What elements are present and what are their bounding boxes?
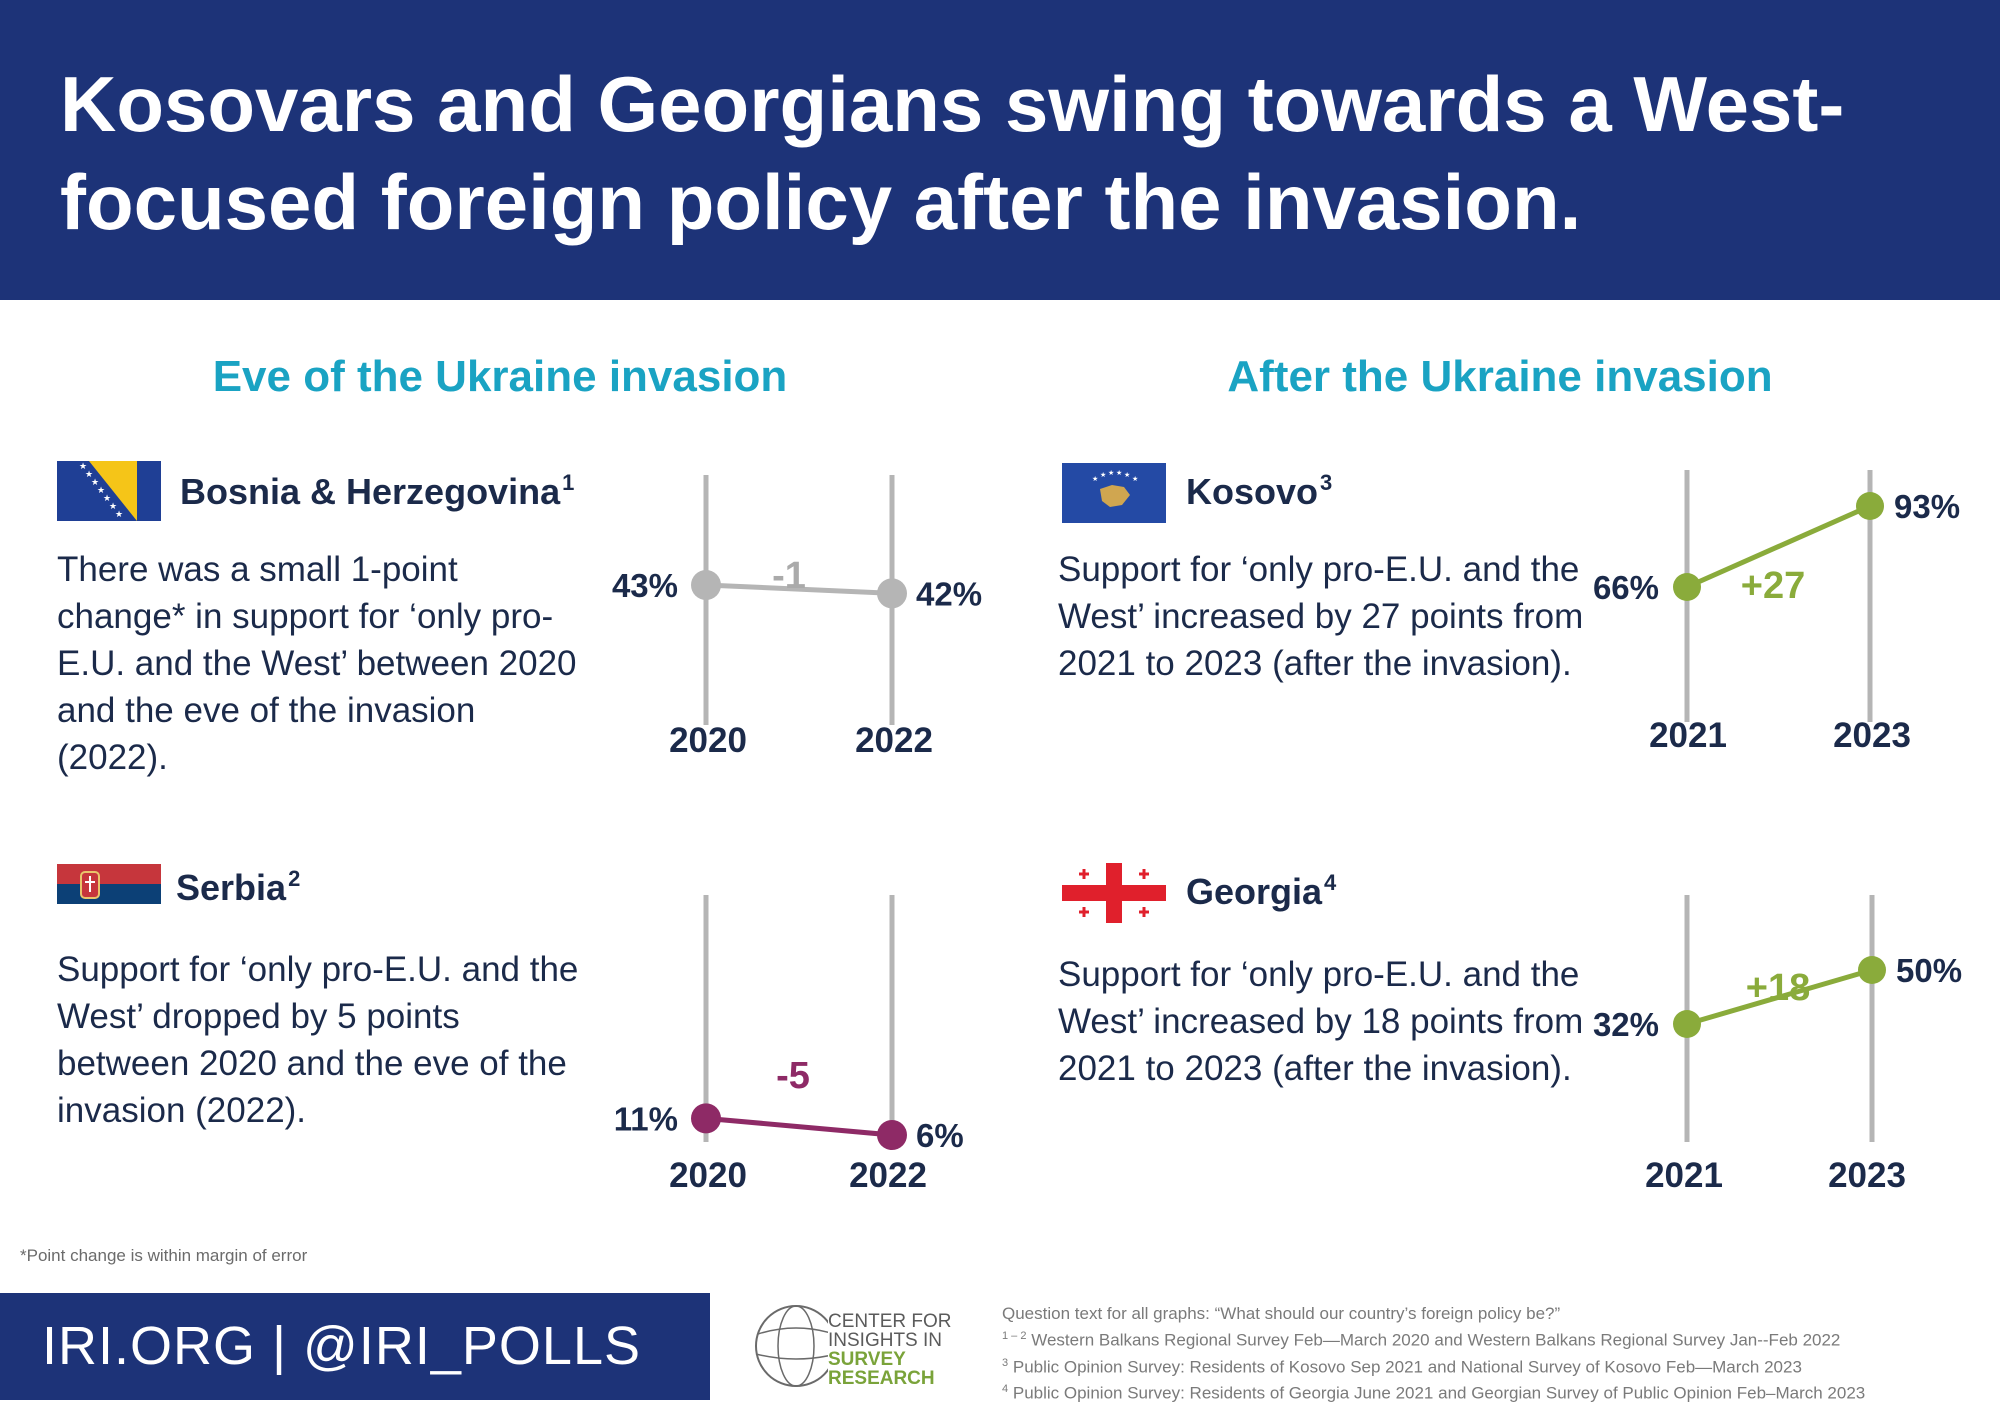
change-label: -1 bbox=[772, 555, 806, 597]
section-heading-right: After the Ukraine invasion bbox=[1227, 352, 1773, 401]
description-kosovo: Support for ‘only pro-E.U. and the West’… bbox=[1058, 550, 1584, 683]
svg-text:★: ★ bbox=[85, 470, 93, 480]
x-tick-start: 2020 bbox=[669, 1156, 747, 1195]
footer-handle-link[interactable]: IRI.ORG | @IRI_POLLS bbox=[42, 1316, 641, 1376]
country-title-georgia: Georgia4 bbox=[1186, 870, 1336, 913]
country-title-bosnia: Bosnia & Herzegovina1 bbox=[180, 470, 574, 513]
series-line bbox=[705, 1115, 893, 1138]
country-name: Georgia bbox=[1186, 871, 1323, 912]
value-label-start: 43% bbox=[612, 567, 678, 604]
question-text: Question text for all graphs: “What shou… bbox=[1002, 1304, 1561, 1323]
point-end bbox=[877, 1120, 907, 1150]
point-start bbox=[1673, 573, 1701, 601]
x-tick-start: 2021 bbox=[1649, 716, 1727, 755]
globe-icon bbox=[755, 1305, 828, 1387]
chart-kosovo: 66% 93% +27 2021 2023 bbox=[1593, 470, 1960, 755]
value-label-end: 42% bbox=[916, 575, 982, 612]
value-label-end: 93% bbox=[1894, 488, 1960, 525]
svg-text:★: ★ bbox=[1108, 469, 1114, 477]
x-tick-end: 2023 bbox=[1833, 716, 1911, 755]
kosovo-flag: ★ ★ ★ ★ ★ ★ bbox=[1062, 463, 1166, 523]
country-name: Serbia bbox=[176, 867, 287, 908]
value-label-start: 66% bbox=[1593, 569, 1659, 606]
series-line bbox=[1686, 967, 1873, 1027]
change-label: +27 bbox=[1741, 565, 1805, 607]
chart-serbia: 11% 6% -5 2020 2022 bbox=[614, 895, 964, 1195]
source-text: Public Opinion Survey: Residents of Geor… bbox=[1012, 1383, 1866, 1403]
svg-text:★: ★ bbox=[91, 478, 99, 488]
chart-georgia: 32% 50% +18 2021 2023 bbox=[1593, 895, 1962, 1195]
logo-text-line4: RESEARCH bbox=[828, 1368, 935, 1389]
page-title: Kosovars and Georgians swing towards a W… bbox=[60, 60, 1845, 246]
svg-text:★: ★ bbox=[1124, 471, 1130, 479]
section-heading-left: Eve of the Ukraine invasion bbox=[212, 352, 788, 401]
point-start bbox=[691, 570, 721, 600]
svg-text:★: ★ bbox=[1100, 471, 1106, 479]
value-label-start: 32% bbox=[1593, 1006, 1659, 1043]
point-end bbox=[877, 578, 907, 609]
x-tick-end: 2022 bbox=[855, 721, 933, 760]
svg-text:★: ★ bbox=[1132, 475, 1138, 483]
svg-text:★: ★ bbox=[109, 502, 117, 512]
series-line bbox=[1685, 503, 1872, 590]
source-marker: 4 bbox=[1002, 1383, 1009, 1396]
country-title-kosovo: Kosovo3 bbox=[1186, 470, 1332, 513]
series-line bbox=[705, 582, 893, 596]
footer-bar: IRI.ORG | @IRI_POLLS bbox=[0, 1293, 710, 1400]
source-marker: 1 – 2 bbox=[1002, 1330, 1027, 1342]
cisr-logo: CENTER FOR INSIGHTS IN SURVEY RESEARCH bbox=[748, 1298, 952, 1394]
svg-text:★: ★ bbox=[115, 510, 123, 520]
change-label: +18 bbox=[1746, 967, 1810, 1009]
source-line-1-2: 1 – 2 Western Balkans Regional Survey Fe… bbox=[1002, 1325, 1865, 1352]
note-marker: 3 bbox=[1320, 470, 1333, 495]
svg-text:★: ★ bbox=[1092, 475, 1098, 483]
source-text: Public Opinion Survey: Residents of Koso… bbox=[1012, 1357, 1802, 1377]
logo-text-line3: SURVEY bbox=[828, 1349, 906, 1370]
value-label-end: 6% bbox=[916, 1117, 964, 1154]
point-end bbox=[1858, 956, 1886, 984]
svg-text:★: ★ bbox=[97, 486, 105, 496]
logo-text-line2: INSIGHTS IN bbox=[828, 1330, 943, 1351]
description-serbia: Support for ‘only pro-E.U. and the West’… bbox=[57, 950, 579, 1130]
point-start bbox=[691, 1103, 721, 1134]
chart-bosnia: 43% 42% -1 2020 2022 bbox=[612, 475, 982, 760]
description-bosnia: There was a small 1-point change* in sup… bbox=[57, 550, 577, 777]
country-title-serbia: Serbia2 bbox=[176, 866, 300, 909]
x-tick-end: 2023 bbox=[1828, 1156, 1906, 1195]
bosnia-flag: ★★★ ★★★★ bbox=[57, 461, 161, 521]
sources-block: Question text for all graphs: “What shou… bbox=[1002, 1302, 1865, 1405]
svg-text:★: ★ bbox=[79, 462, 87, 472]
serbia-flag bbox=[57, 864, 161, 924]
value-label-start: 11% bbox=[614, 1100, 678, 1137]
x-tick-end: 2022 bbox=[849, 1156, 927, 1195]
change-label: -5 bbox=[776, 1055, 810, 1097]
logo-text-line1: CENTER FOR bbox=[828, 1311, 952, 1332]
x-tick-start: 2021 bbox=[1645, 1156, 1723, 1195]
source-text: Western Balkans Regional Survey Feb—Marc… bbox=[1031, 1330, 1841, 1350]
source-marker: 3 bbox=[1002, 1356, 1009, 1369]
svg-text:★: ★ bbox=[103, 494, 111, 504]
note-marker: 1 bbox=[562, 470, 575, 495]
svg-text:★: ★ bbox=[1116, 469, 1122, 477]
country-name: Bosnia & Herzegovina bbox=[180, 471, 561, 512]
note-marker: 4 bbox=[1324, 870, 1337, 895]
header-banner: Kosovars and Georgians swing towards a W… bbox=[0, 0, 2000, 300]
georgia-flag bbox=[1062, 863, 1166, 923]
margin-of-error-footnote: *Point change is within margin of error bbox=[20, 1246, 308, 1265]
point-start bbox=[1673, 1010, 1701, 1038]
source-line-4: 4 Public Opinion Survey: Residents of Ge… bbox=[1002, 1378, 1865, 1405]
point-end bbox=[1856, 492, 1884, 520]
description-georgia: Support for ‘only pro-E.U. and the West’… bbox=[1058, 955, 1584, 1088]
note-marker: 2 bbox=[288, 866, 301, 891]
x-tick-start: 2020 bbox=[669, 721, 747, 760]
value-label-end: 50% bbox=[1896, 952, 1962, 989]
country-name: Kosovo bbox=[1186, 471, 1319, 512]
source-line-3: 3 Public Opinion Survey: Residents of Ko… bbox=[1002, 1352, 1865, 1379]
